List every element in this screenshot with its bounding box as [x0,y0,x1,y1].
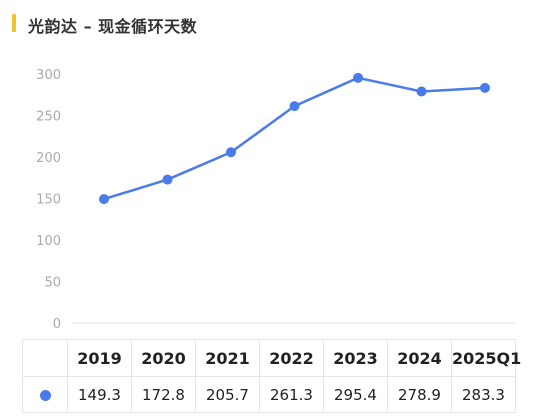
category-label: 2025Q1 [451,339,521,377]
chart-title: 光韵达 – 现金循环天数 [28,17,198,36]
data-point [99,194,109,205]
y-tick-label: 200 [36,151,61,166]
y-tick-label: 300 [36,68,61,83]
data-point [226,147,236,158]
data-table-values-row: 149.3 172.8 205.7 261.3 295.4 278.9 283.3 [22,376,516,413]
category-label: 2021 [195,339,260,377]
value-cell: 205.7 [195,376,260,413]
category-label: 2019 [67,339,132,377]
y-tick-label: 150 [36,193,61,208]
category-label: 2024 [387,339,452,377]
value-cell: 278.9 [387,376,452,413]
value-cell: 283.3 [451,376,516,413]
value-cell: 295.4 [323,376,388,413]
value-cell: 261.3 [259,376,324,413]
y-tick-label: 250 [36,110,61,125]
category-label: 2023 [323,339,388,377]
data-table: 2019 2020 2021 2022 2023 2024 2025Q1 149.3 172.… [22,339,521,413]
y-tick-label: 100 [36,234,61,249]
series-marker-dot [39,389,51,401]
data-point [480,82,490,93]
data-point [162,174,173,185]
data-point [416,86,427,97]
y-tick-label: 50 [44,276,61,291]
value-cell: 149.3 [67,376,132,413]
line-chart: 0 50 100 150 200 250 300 [36,68,516,332]
series-line [102,76,487,201]
data-point [353,72,363,83]
title-accent-bar [12,14,16,32]
value-cell: 172.8 [131,376,196,413]
category-label: 2022 [259,339,324,377]
y-tick-label: 0 [53,317,61,332]
data-table-header-row: 2019 2020 2021 2022 2023 2024 2025Q1 [22,339,521,377]
data-point [289,101,300,112]
category-label: 2020 [131,339,196,377]
series-marker-cell [22,376,68,413]
data-table-corner [22,339,68,377]
